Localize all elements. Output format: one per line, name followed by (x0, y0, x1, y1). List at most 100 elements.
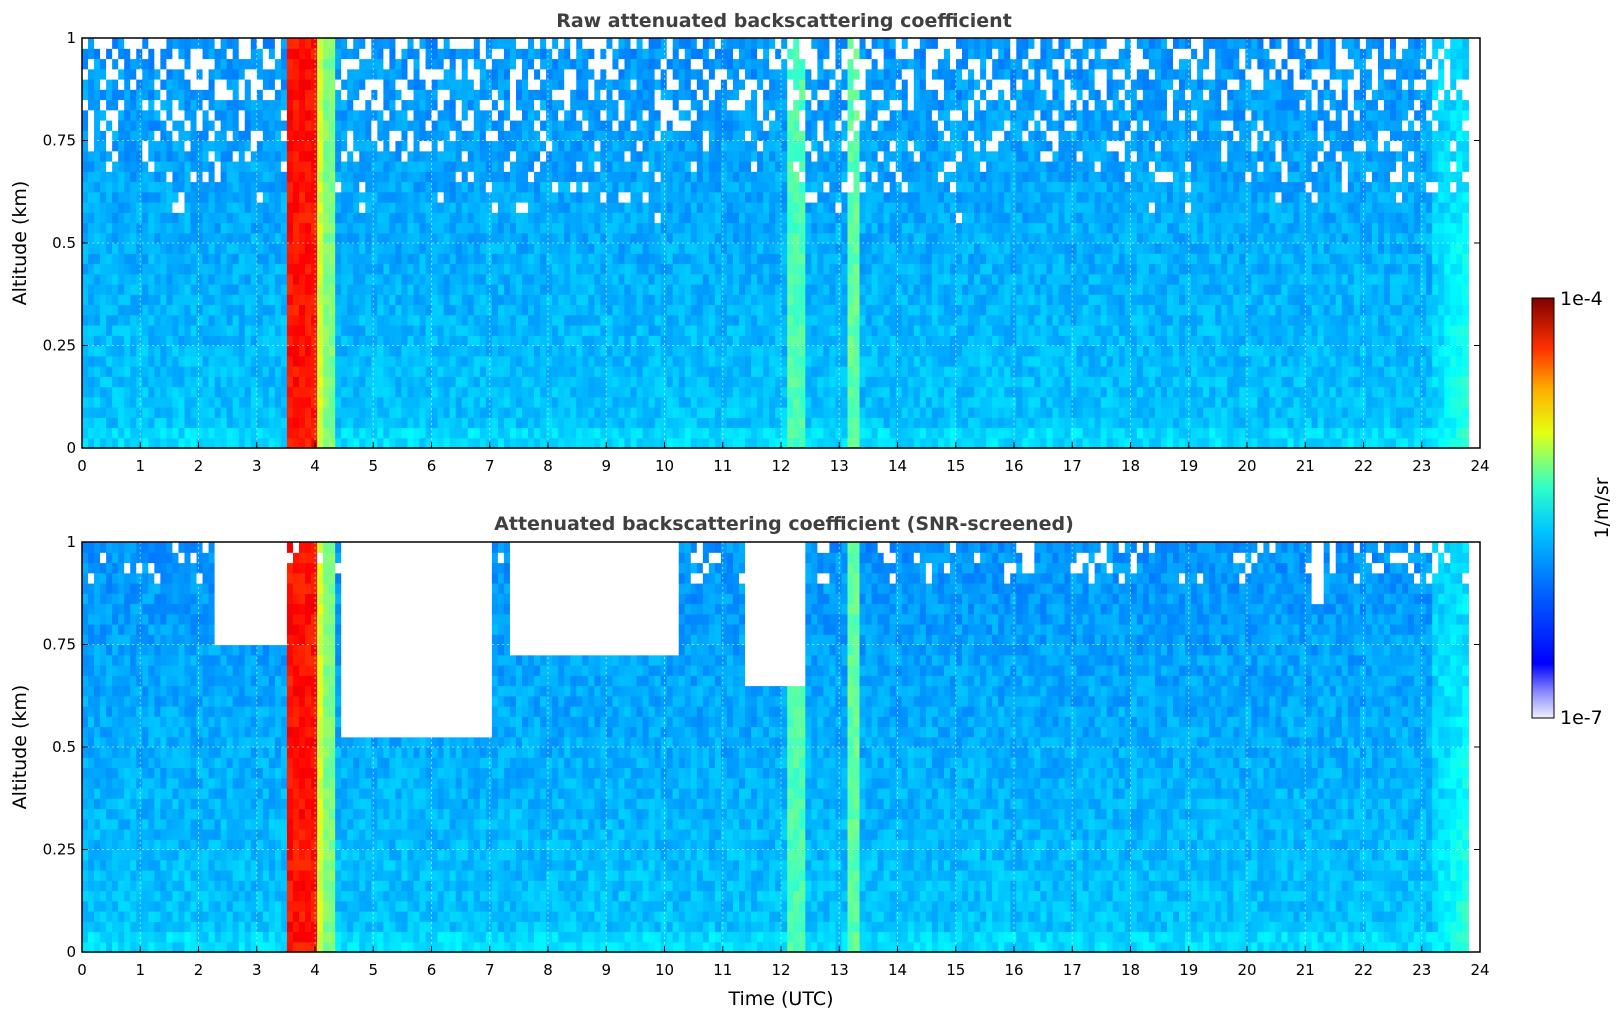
heatmap-cell (618, 233, 625, 244)
heatmap-cell (799, 243, 806, 254)
heatmap-cell (215, 171, 222, 182)
heatmap-cell (552, 141, 559, 152)
heatmap-cell (462, 141, 469, 152)
heatmap-cell (715, 305, 722, 316)
heatmap-cell (661, 69, 668, 80)
heatmap-cell (359, 284, 366, 295)
heatmap-cell (552, 120, 559, 131)
heatmap-cell (432, 366, 439, 377)
heatmap-cell (160, 356, 167, 367)
heatmap-cell (215, 315, 222, 326)
heatmap-cell (594, 438, 601, 449)
heatmap-cell (588, 243, 595, 254)
heatmap-cell (365, 89, 372, 100)
heatmap-cell (191, 335, 198, 346)
heatmap-cell (275, 315, 282, 326)
heatmap-cell (281, 315, 288, 326)
heatmap-cell (709, 243, 716, 254)
heatmap-cell (817, 202, 824, 213)
heatmap-cell (124, 264, 131, 275)
heatmap-cell (450, 264, 457, 275)
heatmap-cell (649, 212, 656, 223)
heatmap-cell (160, 89, 167, 100)
heatmap-cell (787, 305, 794, 316)
heatmap-cell (462, 130, 469, 141)
heatmap-cell (655, 335, 662, 346)
heatmap-cell (414, 325, 421, 336)
heatmap-cell (739, 325, 746, 336)
heatmap-cell (94, 335, 101, 346)
heatmap-cell (444, 233, 451, 244)
heatmap-cell (456, 161, 463, 172)
heatmap-cell (359, 161, 366, 172)
heatmap-cell (745, 161, 752, 172)
heatmap-cell (492, 120, 499, 131)
heatmap-cell (570, 294, 577, 305)
heatmap-cell (823, 223, 830, 234)
heatmap-cell (618, 305, 625, 316)
heatmap-cell (552, 274, 559, 285)
heatmap-cell (709, 38, 716, 49)
heatmap-cell (522, 366, 529, 377)
heatmap-cell (510, 376, 517, 387)
heatmap-cell (606, 315, 613, 326)
heatmap-cell (787, 325, 794, 336)
heatmap-cell (407, 407, 414, 418)
heatmap-cell (94, 376, 101, 387)
heatmap-cell (679, 212, 686, 223)
heatmap-cell (504, 100, 511, 111)
heatmap-cell (673, 151, 680, 162)
heatmap-cell (799, 141, 806, 152)
heatmap-cell (721, 202, 728, 213)
heatmap-cell (546, 264, 553, 275)
heatmap-cell (576, 387, 583, 398)
heatmap-cell (130, 233, 137, 244)
heatmap-cell (564, 376, 571, 387)
heatmap-cell (239, 366, 246, 377)
heatmap-cell (112, 417, 119, 428)
heatmap-cell (82, 141, 89, 152)
heatmap-cell (606, 192, 613, 203)
heatmap-cell (287, 130, 294, 141)
heatmap-cell (811, 141, 818, 152)
heatmap-cell (100, 38, 107, 49)
heatmap-cell (546, 120, 553, 131)
heatmap-cell (582, 428, 589, 439)
heatmap-cell (570, 356, 577, 367)
heatmap-cell (341, 212, 348, 223)
heatmap-cell (281, 253, 288, 264)
heatmap-cell (757, 89, 764, 100)
heatmap-cell (492, 366, 499, 377)
heatmap-cell (703, 182, 710, 193)
heatmap-cell (233, 38, 240, 49)
heatmap-cell (420, 89, 427, 100)
heatmap-cell (94, 192, 101, 203)
heatmap-cell (311, 315, 318, 326)
heatmap-cell (245, 253, 252, 264)
heatmap-cell (227, 79, 234, 90)
heatmap-cell (245, 110, 252, 121)
heatmap-cell (781, 192, 788, 203)
heatmap-cell (564, 417, 571, 428)
heatmap-cell (341, 89, 348, 100)
heatmap-cell (311, 161, 318, 172)
heatmap-cell (673, 120, 680, 131)
heatmap-cell (420, 233, 427, 244)
heatmap-cell (305, 335, 312, 346)
heatmap-cell (432, 376, 439, 387)
heatmap-cell (209, 151, 216, 162)
heatmap-cell (191, 212, 198, 223)
heatmap-cell (94, 100, 101, 111)
heatmap-cell (709, 79, 716, 90)
heatmap-cell (215, 356, 222, 367)
heatmap-cell (450, 79, 457, 90)
heatmap-cell (263, 48, 270, 59)
heatmap-cell (82, 346, 89, 357)
heatmap-cell (685, 89, 692, 100)
heatmap-cell (474, 397, 481, 408)
heatmap-cell (468, 356, 475, 367)
heatmap-cell (751, 130, 758, 141)
heatmap-cell (287, 48, 294, 59)
heatmap-cell (414, 243, 421, 254)
heatmap-cell (582, 100, 589, 111)
